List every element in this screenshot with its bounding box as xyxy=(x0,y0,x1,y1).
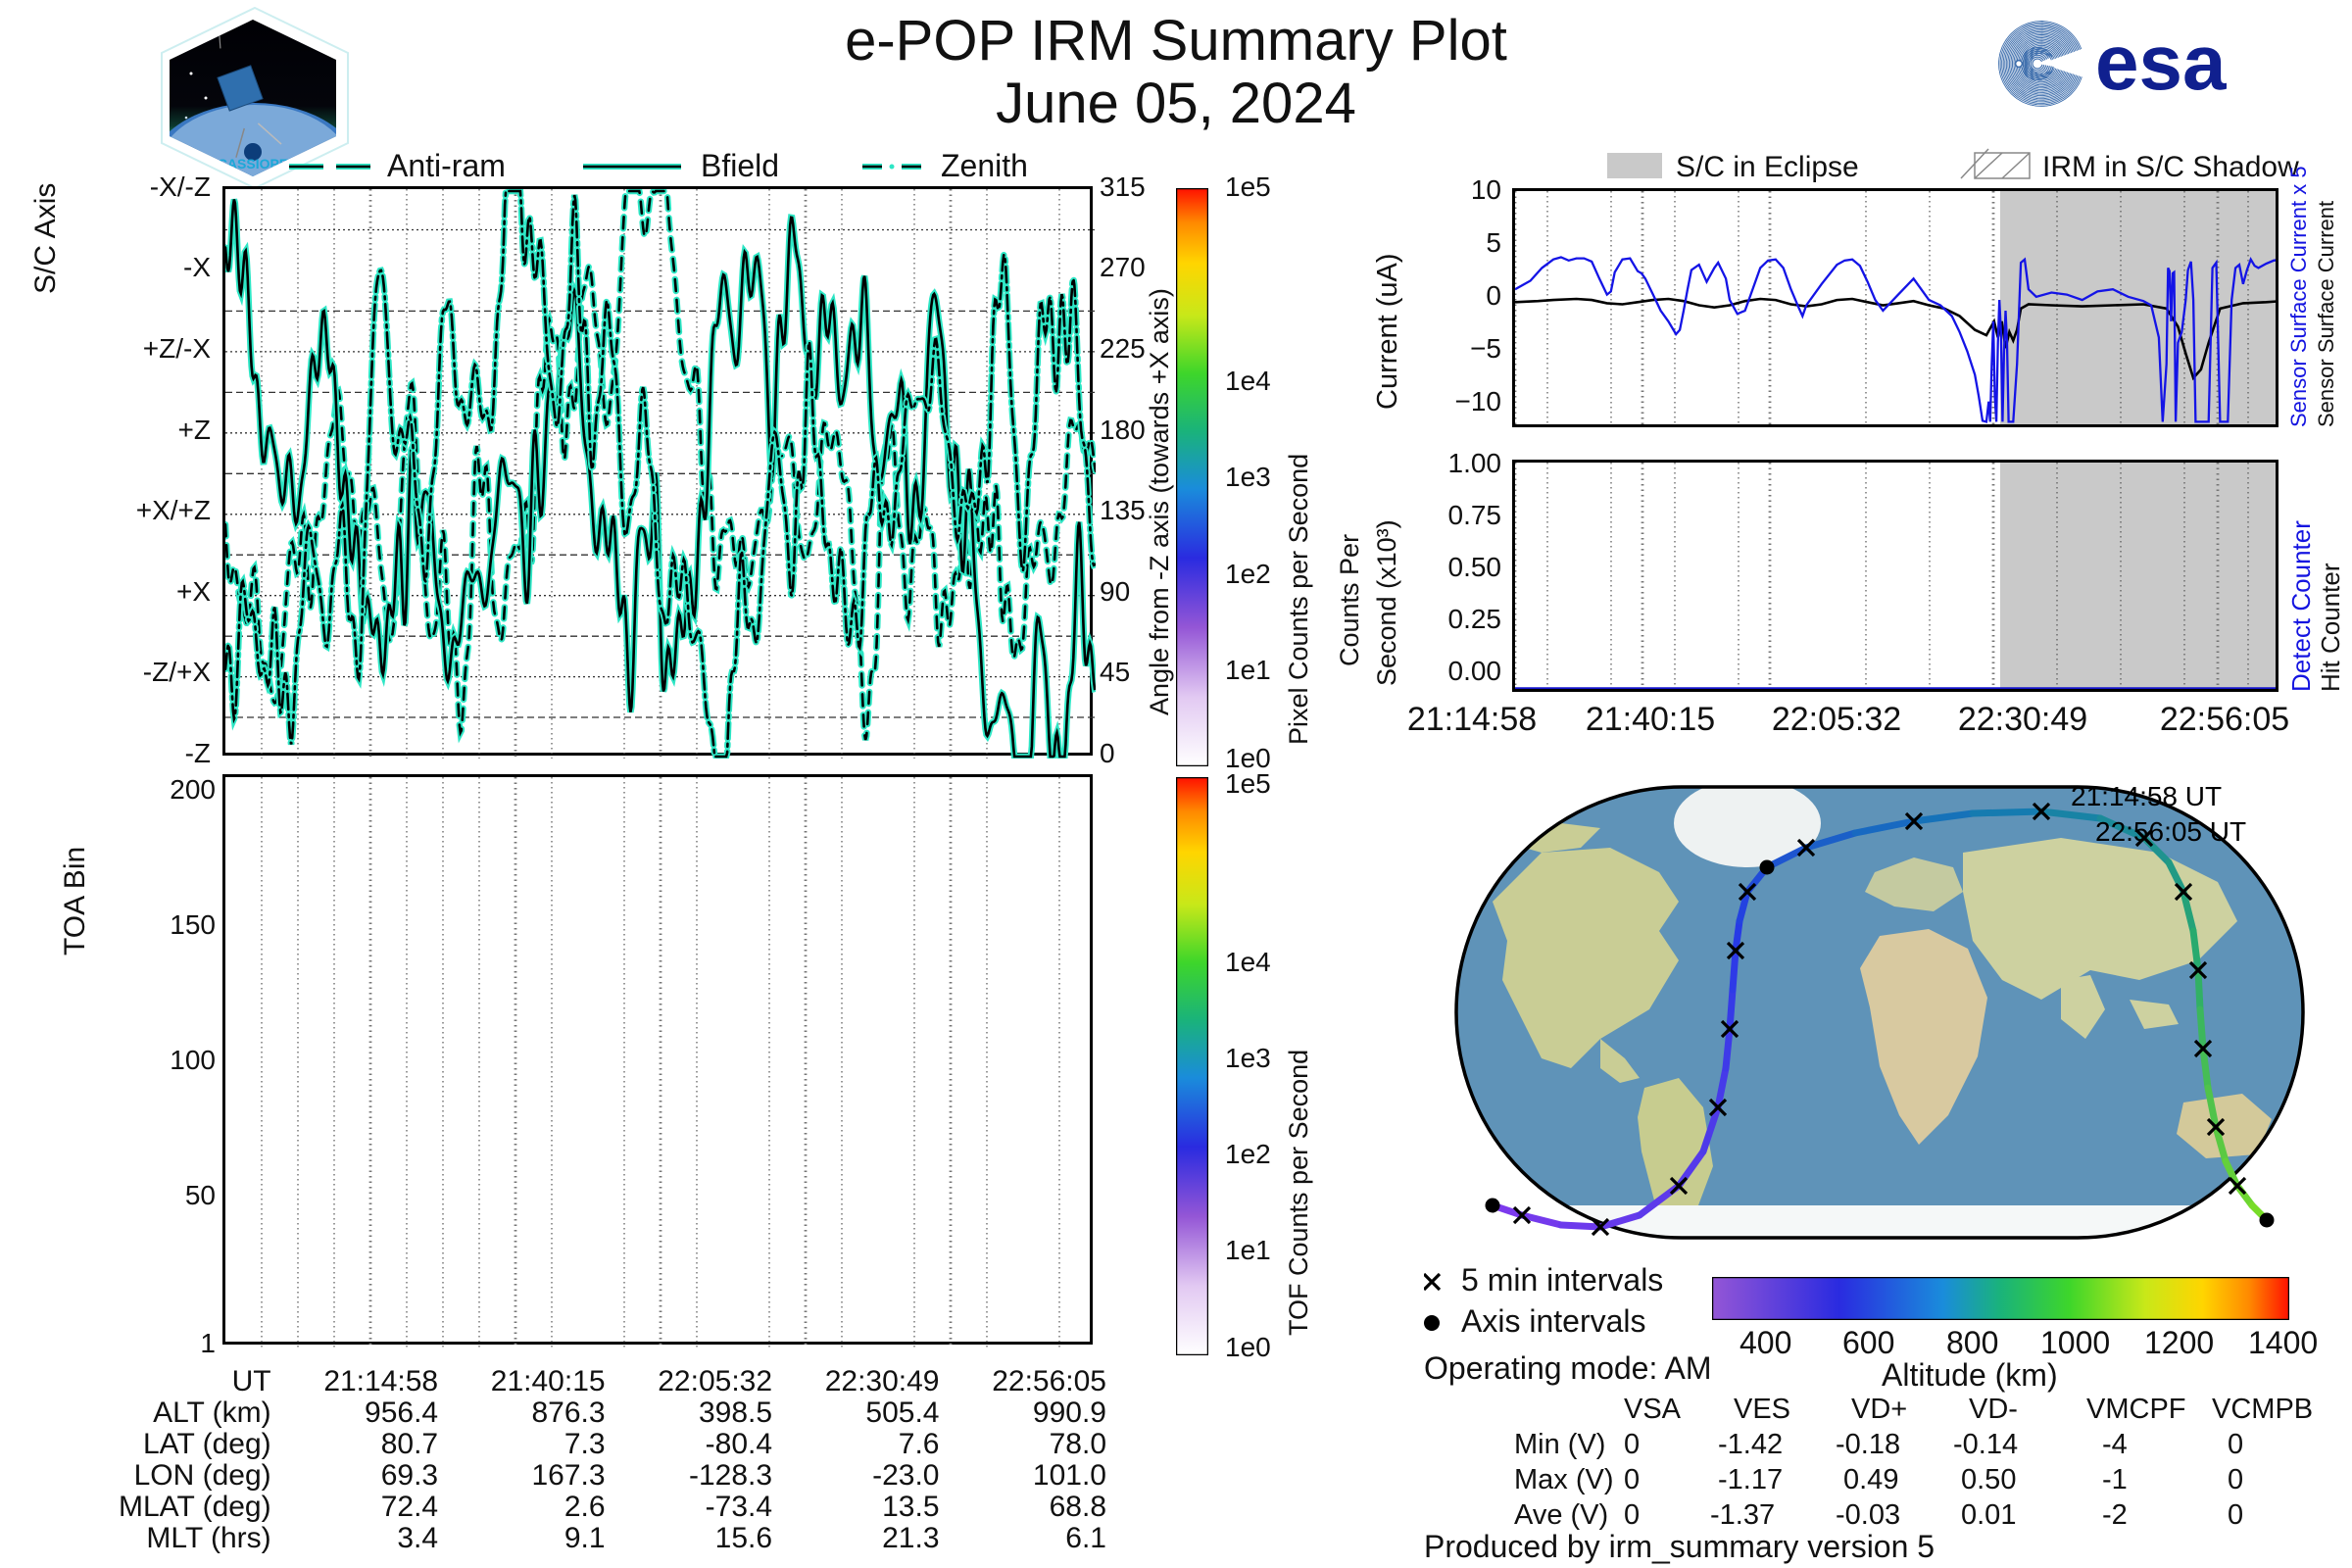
svg-text:5 min intervals: 5 min intervals xyxy=(1461,1264,1663,1298)
svg-text:22:56:05 UT: 22:56:05 UT xyxy=(2095,816,2246,847)
svg-text:S/C in Eclipse: S/C in Eclipse xyxy=(1676,151,1859,183)
svg-text:Anti-ram: Anti-ram xyxy=(387,148,506,183)
svg-text:Axis intervals: Axis intervals xyxy=(1461,1305,1646,1339)
svg-text:Bfield: Bfield xyxy=(701,148,779,183)
svg-text:IRM in S/C Shadow: IRM in S/C Shadow xyxy=(2042,151,2299,183)
svg-text:21:14:58 UT: 21:14:58 UT xyxy=(2071,784,2222,811)
svg-text:Zenith: Zenith xyxy=(941,148,1028,183)
